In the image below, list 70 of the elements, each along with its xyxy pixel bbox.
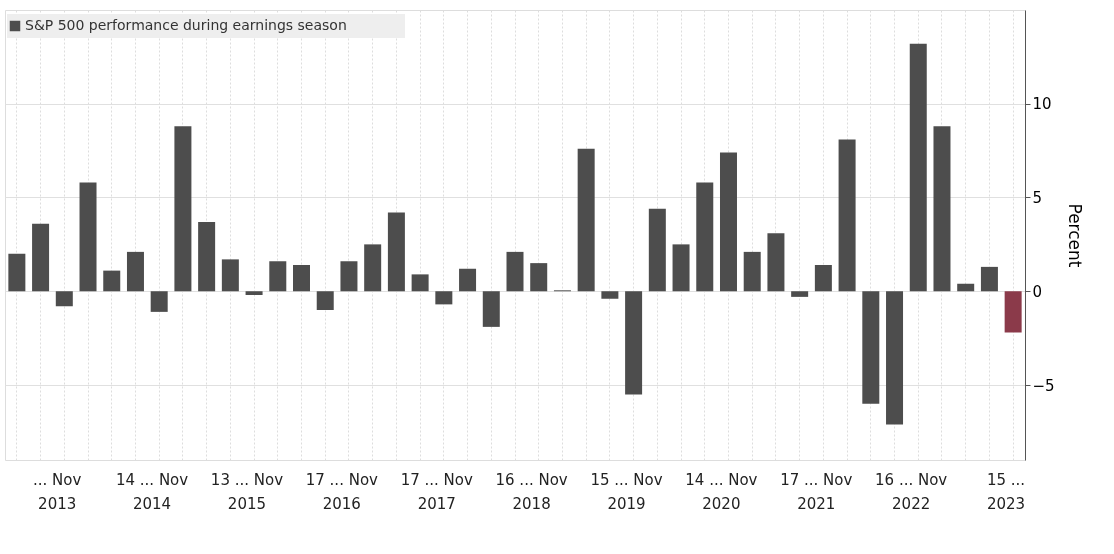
text: 2020 [702,495,741,513]
bar [933,126,951,292]
y-tick-label: 5 [1032,189,1043,207]
bar [909,43,927,292]
text: 16 ... Nov [495,471,568,489]
bar [8,253,26,292]
text: 2023 [986,495,1026,513]
bar [791,291,809,297]
bar [625,291,643,395]
bar [387,212,405,292]
bar [530,263,548,292]
bar [316,291,334,310]
bar [482,291,500,327]
text: 2017 [417,495,456,513]
bar [293,265,311,292]
bar [814,265,832,292]
y-axis-title: Percent [1064,203,1085,268]
bar [862,291,880,404]
bar [435,291,453,305]
text: 17 ... Nov [305,471,379,489]
bar [696,182,714,292]
text: 2022 [892,495,931,513]
bar [672,244,690,292]
bar [126,251,144,292]
bar [719,152,737,292]
bar [767,233,785,292]
bar [221,259,239,292]
bar [103,270,121,292]
bar [150,291,168,312]
bar [980,266,998,292]
text: 2015 [227,495,267,513]
bar [886,291,904,425]
legend-label: S&P 500 performance during earnings season [25,17,347,33]
bar [174,126,192,292]
bar [32,223,50,292]
text: 2014 [132,495,172,513]
text: 2019 [607,495,646,513]
bar [269,261,287,292]
bar [648,208,666,292]
text: 17 ... Nov [400,471,473,489]
y-tick-label: −5 [1032,376,1055,395]
bar [743,251,761,292]
bar [601,291,619,299]
bar [838,139,856,292]
text: 2016 [322,495,361,513]
bar [364,244,382,292]
y-tick-label: 0 [1032,282,1043,301]
bar [411,274,429,292]
bar [198,221,216,292]
y-tick-label: 10 [1032,95,1052,114]
bar [459,268,477,292]
bar [340,261,358,292]
text: 15 ... Nov [590,471,663,489]
bar [506,251,524,292]
text: 2018 [512,495,551,513]
text: 13 ... Nov [210,471,284,489]
text: 15 ... [986,471,1026,489]
bar [79,182,97,292]
bar [577,148,595,292]
bar [245,291,263,295]
text: 17 ... Nov [780,471,853,489]
text: 16 ... Nov [875,471,948,489]
text: 2013 [38,495,77,513]
bar [55,291,73,307]
bar [1004,291,1022,333]
bar [957,283,975,292]
text: 2021 [797,495,836,513]
text: 14 ... Nov [685,471,758,489]
text: ... Nov [33,471,82,489]
text: 14 ... Nov [115,471,189,489]
